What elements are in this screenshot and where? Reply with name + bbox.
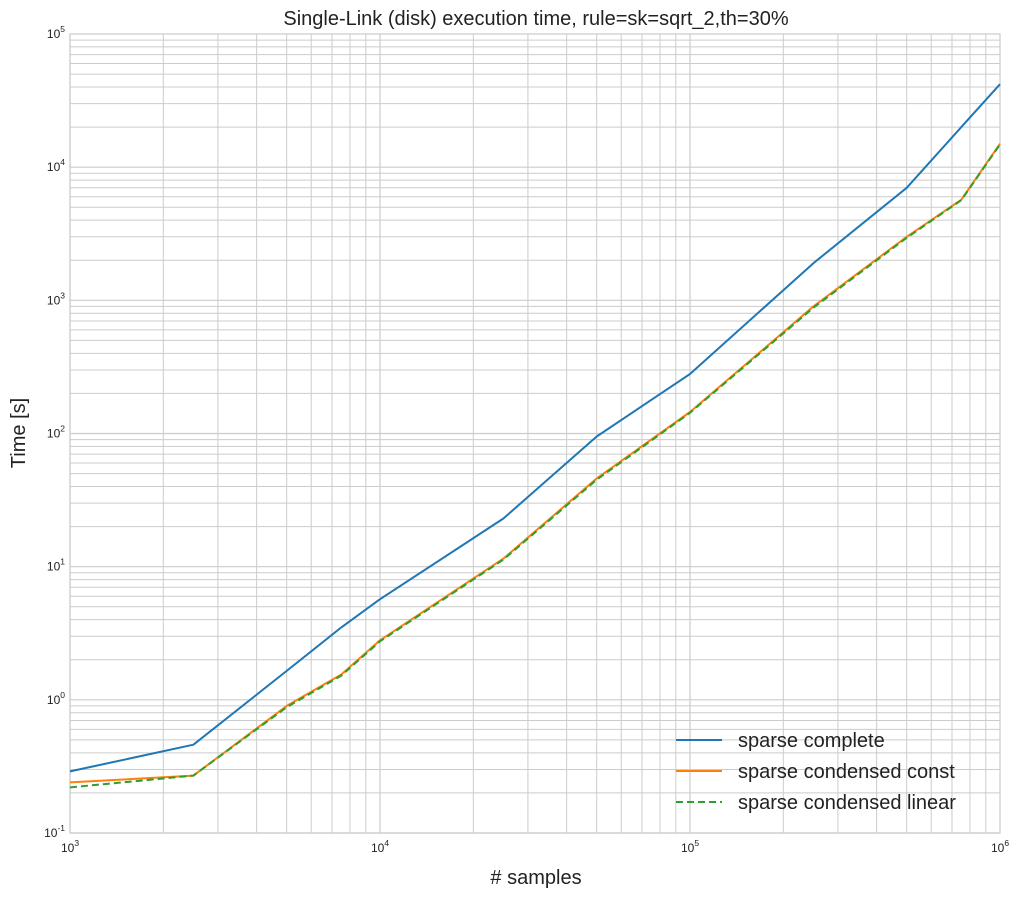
y-tick-label: 104 bbox=[47, 157, 65, 174]
series-lines bbox=[69, 83, 1001, 789]
x-tick-label: 104 bbox=[371, 838, 389, 855]
x-tick-label: 106 bbox=[991, 838, 1009, 855]
y-tick-label: 100 bbox=[47, 690, 65, 707]
plot-border bbox=[69, 33, 1001, 834]
y-axis-label: Time [s] bbox=[8, 398, 30, 468]
legend: sparse complete sparse condensed const spa… bbox=[676, 730, 956, 814]
x-tick-label: 103 bbox=[61, 838, 79, 855]
x-tick-label: 105 bbox=[681, 838, 699, 855]
y-tick-label: 10-1 bbox=[44, 823, 65, 840]
y-tick-label: 101 bbox=[47, 557, 65, 574]
legend-label-2: sparse condensed const bbox=[738, 761, 955, 783]
legend-label-3: sparse condensed linear bbox=[738, 792, 956, 814]
y-tick-label: 105 bbox=[47, 24, 65, 41]
series-line-1 bbox=[69, 83, 1001, 773]
plot-frame bbox=[69, 33, 1001, 834]
chart-title: Single-Link (disk) execution time, rule=… bbox=[283, 8, 788, 30]
series-line-3 bbox=[69, 143, 1001, 789]
grid bbox=[69, 34, 1000, 834]
x-axis-label: # samples bbox=[490, 867, 581, 889]
y-tick-label: 103 bbox=[47, 290, 65, 307]
y-tick-label: 102 bbox=[47, 424, 65, 441]
legend-label-1: sparse complete bbox=[738, 730, 885, 752]
tick-labels: 103 104 105 106 10-1 100 101 102 103 104 105 bbox=[44, 24, 1009, 855]
